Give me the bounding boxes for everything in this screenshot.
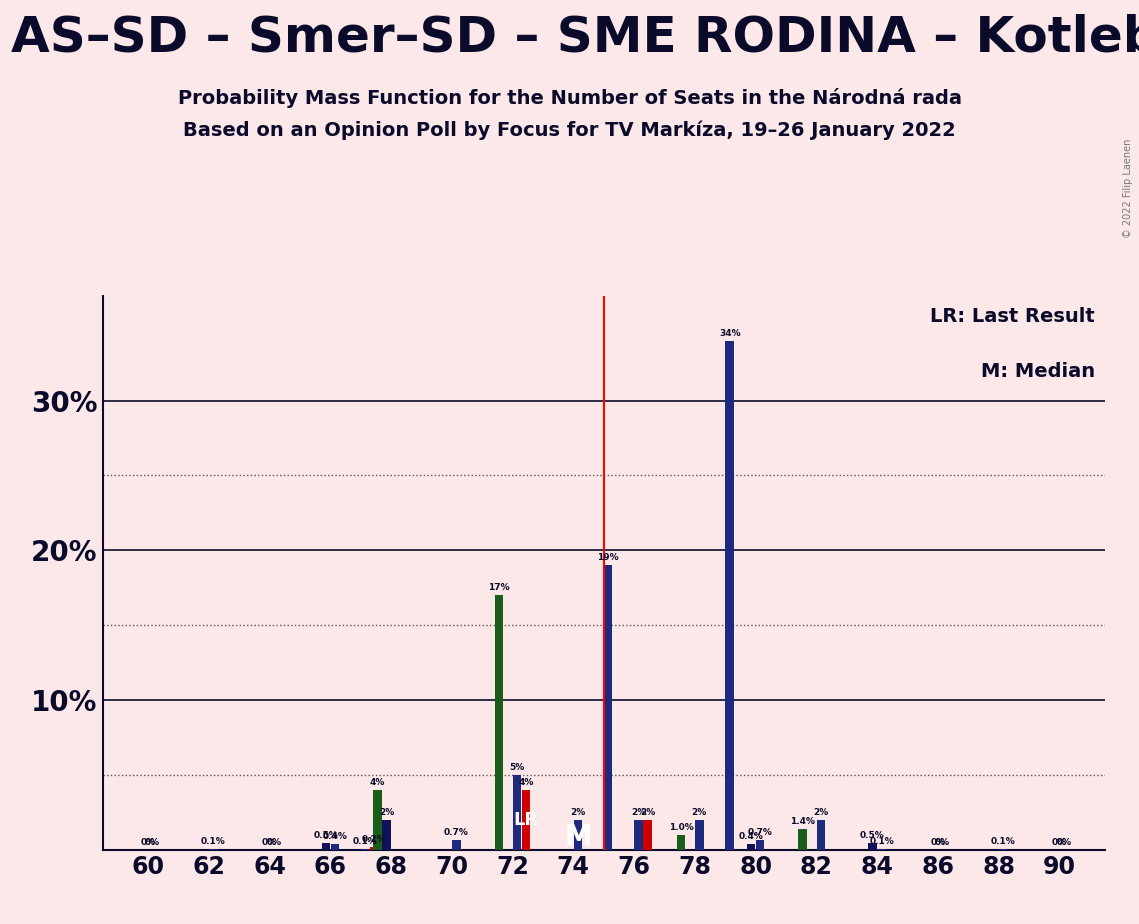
Bar <box>756 840 764 850</box>
Text: 0.2%: 0.2% <box>362 835 387 845</box>
Bar <box>798 829 806 850</box>
Bar <box>361 848 369 850</box>
Bar <box>999 848 1007 850</box>
Text: 0.7%: 0.7% <box>444 828 469 836</box>
Bar <box>644 821 652 850</box>
Bar <box>383 821 391 850</box>
Text: LR: LR <box>514 811 539 829</box>
Bar <box>522 790 531 850</box>
Text: 19%: 19% <box>598 553 618 563</box>
Bar <box>210 848 218 850</box>
Text: AS–SD – Smer–SD – SME RODINA – Kotleba-ĽSNS – S: AS–SD – Smer–SD – SME RODINA – Kotleba-Ľ… <box>11 14 1139 62</box>
Bar <box>494 595 503 850</box>
Text: 5%: 5% <box>509 763 525 772</box>
Bar <box>868 843 877 850</box>
Text: 0.5%: 0.5% <box>860 831 885 840</box>
Bar <box>574 821 582 850</box>
Text: M: M <box>564 822 591 851</box>
Text: 0%: 0% <box>1056 838 1072 847</box>
Text: 0.4%: 0.4% <box>738 833 763 841</box>
Text: 0.1%: 0.1% <box>200 836 226 845</box>
Text: 2%: 2% <box>379 808 394 817</box>
Text: M: Median: M: Median <box>981 362 1095 382</box>
Text: 2%: 2% <box>813 808 828 817</box>
Text: LR: Last Result: LR: Last Result <box>931 307 1095 326</box>
Bar <box>604 565 613 850</box>
Text: 0%: 0% <box>935 838 950 847</box>
Bar <box>374 790 382 850</box>
Text: 2%: 2% <box>571 808 585 817</box>
Text: Based on an Opinion Poll by Focus for TV Markíza, 19–26 January 2022: Based on an Opinion Poll by Focus for TV… <box>183 120 956 140</box>
Bar <box>817 821 825 850</box>
Bar <box>513 775 522 850</box>
Text: 0.1%: 0.1% <box>869 836 894 845</box>
Text: 4%: 4% <box>370 778 385 787</box>
Bar <box>634 821 642 850</box>
Bar <box>452 840 460 850</box>
Text: 4%: 4% <box>518 778 534 787</box>
Text: 0%: 0% <box>145 838 161 847</box>
Text: 2%: 2% <box>631 808 646 817</box>
Text: 0%: 0% <box>931 838 945 847</box>
Text: 0%: 0% <box>140 838 156 847</box>
Text: 1.4%: 1.4% <box>790 817 816 826</box>
Text: 0.1%: 0.1% <box>353 836 378 845</box>
Text: 0.5%: 0.5% <box>313 831 338 840</box>
Bar <box>321 843 330 850</box>
Text: 2%: 2% <box>691 808 707 817</box>
Text: 0%: 0% <box>267 838 281 847</box>
Text: 34%: 34% <box>719 329 740 337</box>
Text: Probability Mass Function for the Number of Seats in the Národná rada: Probability Mass Function for the Number… <box>178 88 961 108</box>
Bar <box>747 845 755 850</box>
Text: 0.7%: 0.7% <box>747 828 772 836</box>
Bar <box>677 835 686 850</box>
Bar <box>877 848 886 850</box>
Text: 1.0%: 1.0% <box>669 823 694 833</box>
Bar <box>726 341 734 850</box>
Text: 0%: 0% <box>1051 838 1067 847</box>
Bar <box>370 847 378 850</box>
Text: © 2022 Filip Laenen: © 2022 Filip Laenen <box>1123 139 1133 238</box>
Text: 2%: 2% <box>640 808 655 817</box>
Text: 0%: 0% <box>262 838 277 847</box>
Bar <box>330 845 339 850</box>
Text: 0.4%: 0.4% <box>322 833 347 841</box>
Text: 17%: 17% <box>489 583 509 592</box>
Text: 0.1%: 0.1% <box>991 836 1016 845</box>
Bar <box>695 821 704 850</box>
